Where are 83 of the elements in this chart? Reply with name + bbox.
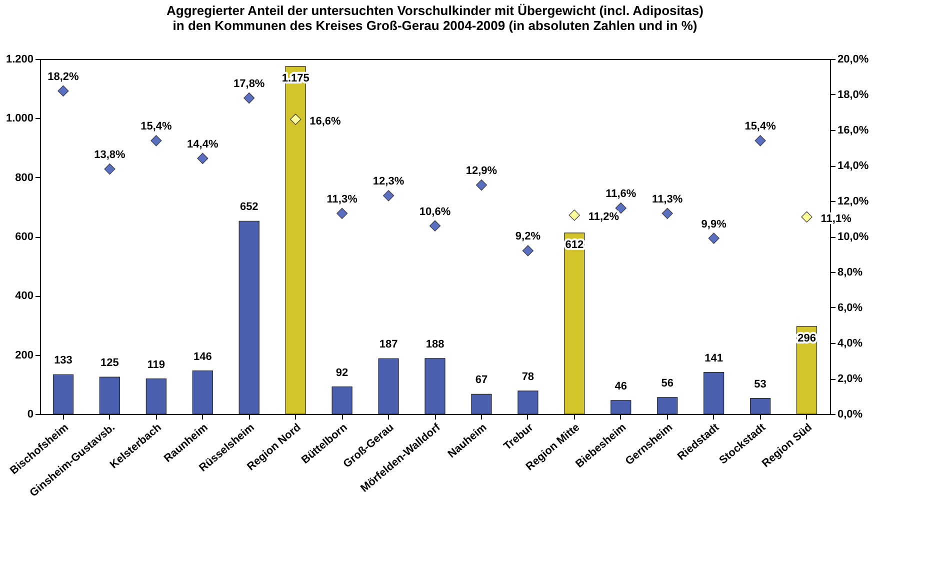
point xyxy=(150,135,162,146)
data-label: 187 xyxy=(379,338,398,351)
bar xyxy=(518,390,538,414)
point xyxy=(197,152,208,164)
y2-tick-label: 16,0% xyxy=(838,124,869,136)
bar xyxy=(750,398,771,414)
bar xyxy=(52,374,74,414)
data-label: 119 xyxy=(147,358,166,371)
point xyxy=(58,85,69,96)
data-label: 11,3% xyxy=(326,193,358,206)
data-label: 125 xyxy=(100,357,119,370)
chart-title: Aggregierter Anteil der untersuchten Vorschulkinder mit Übergewicht (incl. Adipositas) in den Kommunen des Kreises Groß-Gerau 2004-2009 (in absoluten Zahlen und in %) xyxy=(166,3,704,33)
y-tick-label: 400 xyxy=(15,290,34,302)
y2-tick-label: 4,0% xyxy=(838,338,863,350)
y2-tick-label: 0,0% xyxy=(838,408,863,420)
data-label: 188 xyxy=(426,338,444,350)
point xyxy=(568,210,580,221)
data-label: 12,3% xyxy=(372,176,404,188)
point xyxy=(244,92,255,104)
point xyxy=(615,202,626,214)
bar xyxy=(332,386,352,414)
y2-tick-label: 12,0% xyxy=(838,196,869,208)
point xyxy=(476,179,488,191)
y2-tick-label: 18,0% xyxy=(838,89,869,101)
point xyxy=(754,135,766,146)
bar xyxy=(146,378,166,414)
bar xyxy=(424,358,446,414)
bar xyxy=(378,358,399,414)
data-label: 17,8% xyxy=(234,78,265,90)
data-label: 14,4% xyxy=(187,138,218,150)
data-label: 612 xyxy=(565,238,584,251)
point xyxy=(708,232,720,244)
point xyxy=(336,208,348,219)
data-label: 11,2% xyxy=(588,211,620,224)
bar xyxy=(192,370,213,414)
data-label: 141 xyxy=(704,352,724,364)
data-label: 67 xyxy=(475,374,488,386)
point xyxy=(801,211,812,223)
y2-tick-label: 20,0% xyxy=(838,54,869,66)
data-label: 56 xyxy=(661,377,674,390)
data-label: 146 xyxy=(193,350,212,363)
point xyxy=(290,114,302,125)
data-label: 46 xyxy=(614,380,628,392)
data-label: 9,2% xyxy=(515,230,541,243)
data-label: 15,4% xyxy=(140,120,172,133)
data-label: 78 xyxy=(522,370,534,383)
point xyxy=(429,220,441,232)
y2-tick-label: 10,0% xyxy=(838,231,869,243)
y2-tick-label: 2,0% xyxy=(838,373,863,385)
data-label: 12,9% xyxy=(466,165,498,178)
bar xyxy=(564,232,585,414)
point xyxy=(104,164,116,175)
y-tick-label: 200 xyxy=(15,349,34,362)
y-tick-label: 600 xyxy=(15,231,34,243)
point xyxy=(662,208,673,219)
data-label: 13,8% xyxy=(94,149,126,162)
data-label: 11,3% xyxy=(652,193,683,206)
bar xyxy=(99,376,120,414)
y2-tick-label: 8,0% xyxy=(838,266,863,278)
data-label: 652 xyxy=(240,201,258,214)
data-label: 133 xyxy=(54,354,72,367)
y2-tick-label: 6,0% xyxy=(838,302,863,314)
y-tick-label: 0 xyxy=(27,408,34,420)
bar xyxy=(610,400,632,414)
data-label: 9,9% xyxy=(701,218,727,230)
bar xyxy=(704,372,724,414)
y-tick-label: 800 xyxy=(15,172,34,184)
data-label: 53 xyxy=(754,378,766,390)
data-label: 18,2% xyxy=(48,70,80,83)
bar xyxy=(238,220,260,414)
bar xyxy=(471,394,492,414)
y-tick-label: 1.000 xyxy=(6,112,34,125)
data-label: 11,6% xyxy=(606,188,636,200)
data-label: 16,6% xyxy=(310,115,341,128)
y-tick-label: 1.200 xyxy=(6,54,34,66)
y2-tick-label: 14,0% xyxy=(838,160,869,172)
point xyxy=(522,245,534,256)
point xyxy=(382,190,394,202)
data-label: 296 xyxy=(798,332,816,344)
data-label: 10,6% xyxy=(419,206,451,218)
bar xyxy=(657,397,678,414)
data-label: 92 xyxy=(336,366,348,379)
data-label: 15,4% xyxy=(744,120,776,133)
